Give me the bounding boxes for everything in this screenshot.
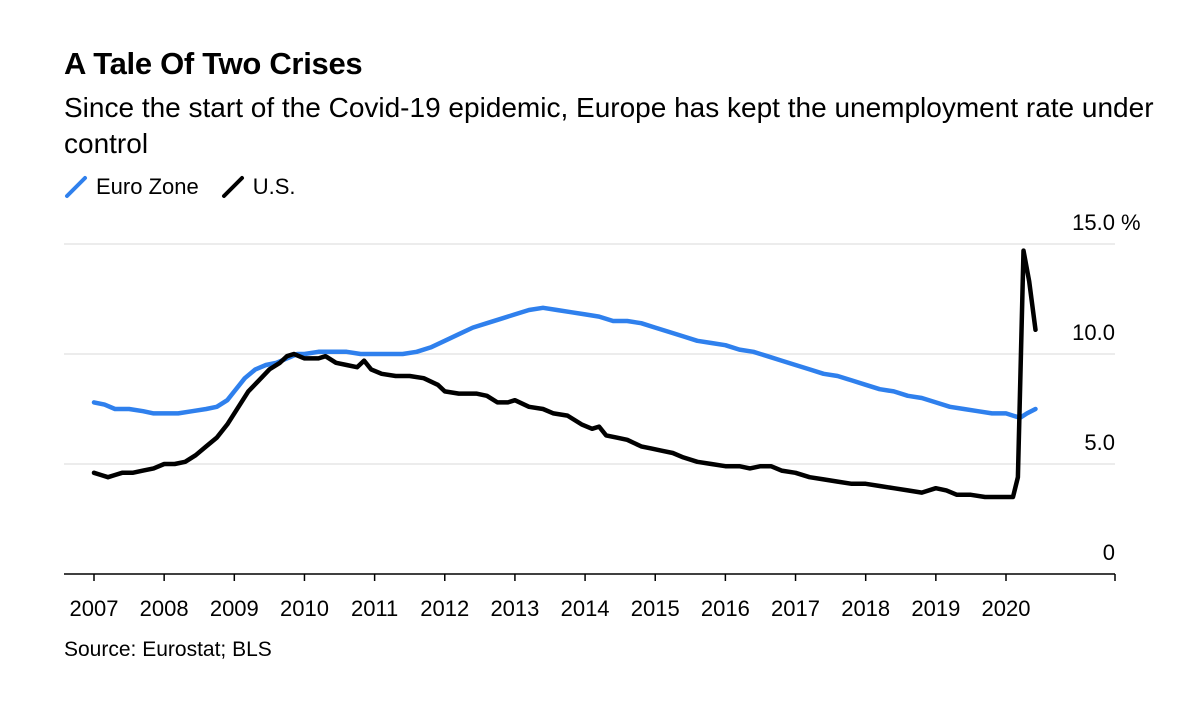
gridlines: [64, 243, 1115, 465]
x-tick-label: 2019: [911, 596, 960, 621]
x-axis: [64, 573, 1116, 581]
chart-title: A Tale Of Two Crises: [64, 46, 363, 81]
y-tick-label: 10.0: [1072, 320, 1115, 345]
x-tick-label: 2013: [490, 596, 539, 621]
x-tick-label: 2014: [561, 596, 610, 621]
legend-item-us: U.S.: [221, 174, 296, 200]
x-tick-label: 2010: [280, 596, 329, 621]
y-unit-label: %: [1121, 210, 1141, 235]
legend-swatch-euro-zone: [65, 176, 87, 198]
source-note: Source: Eurostat; BLS: [64, 638, 272, 661]
y-tick-label: 0: [1103, 540, 1115, 565]
x-tick-label: 2008: [140, 596, 189, 621]
x-tick-label: 2017: [771, 596, 820, 621]
x-tick-label: 2020: [982, 596, 1031, 621]
legend-label-us: U.S.: [252, 174, 296, 199]
x-tick-label: 2015: [631, 596, 680, 621]
y-tick-label: 15.0: [1072, 210, 1115, 235]
x-tick-label: 2016: [701, 596, 750, 621]
chart-legend: Euro Zone U.S.: [64, 174, 318, 200]
y-tick-label: 5.0: [1084, 430, 1115, 455]
chart-subtitle: Since the start of the Covid-19 epidemic…: [64, 92, 1154, 159]
x-tick-label: 2018: [841, 596, 890, 621]
legend-label-euro-zone: Euro Zone: [96, 174, 199, 199]
x-tick-label: 2009: [210, 596, 259, 621]
y-axis-labels: 0 5.0 10.0 15.0%: [1072, 210, 1140, 565]
x-tick-label: 2012: [420, 596, 469, 621]
legend-item-euro-zone: Euro Zone: [64, 174, 199, 200]
series-line-u-s: [91, 248, 1038, 500]
series-line-euro-zone: [91, 305, 1038, 421]
series-lines: [91, 248, 1038, 500]
x-tick-label: 2011: [351, 596, 398, 621]
x-tick-label: 2007: [70, 596, 119, 621]
legend-swatch-us: [221, 176, 244, 198]
x-axis-labels: 2007 2008 2009 2010 2011 2012 2013 2014 2015 2016…: [70, 596, 1031, 621]
